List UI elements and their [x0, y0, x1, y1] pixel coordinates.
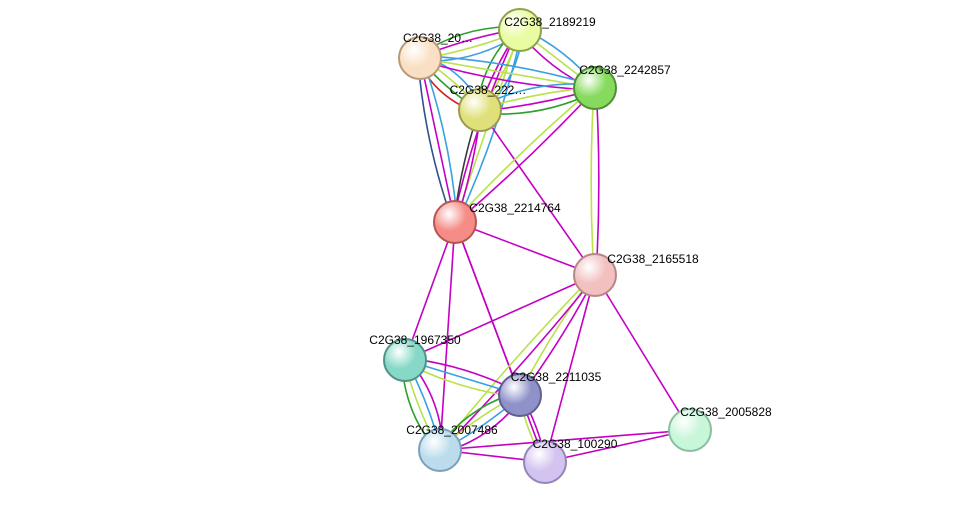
node-label: C2G38_2214764: [469, 201, 560, 215]
node-label: C2G38_20…: [403, 31, 473, 45]
edge-experimental: [405, 275, 595, 360]
node-label: C2G38_2007486: [406, 423, 497, 437]
edge-database: [420, 56, 595, 86]
node-label: C2G38_2242857: [579, 63, 670, 77]
edge-cooccurrence: [418, 58, 453, 222]
edge-textmining: [591, 88, 594, 275]
node-label: C2G38_2165518: [607, 252, 698, 266]
node-label: C2G38_2005828: [680, 405, 771, 419]
network-canvas: C2G38_2189219 C2G38_20… C2G38_222… C2G38_22…: [0, 0, 976, 506]
node-label: C2G38_1967350: [369, 333, 460, 347]
node-label: C2G38_2211035: [511, 370, 602, 384]
edge-experimental: [596, 88, 599, 275]
edge-experimental: [545, 275, 595, 462]
edge-experimental: [595, 275, 690, 430]
node-label: C2G38_100290: [533, 437, 618, 451]
node-label: C2G38_2189219: [504, 15, 595, 29]
node-label: C2G38_222…: [450, 83, 527, 97]
edge-experimental: [480, 110, 595, 275]
